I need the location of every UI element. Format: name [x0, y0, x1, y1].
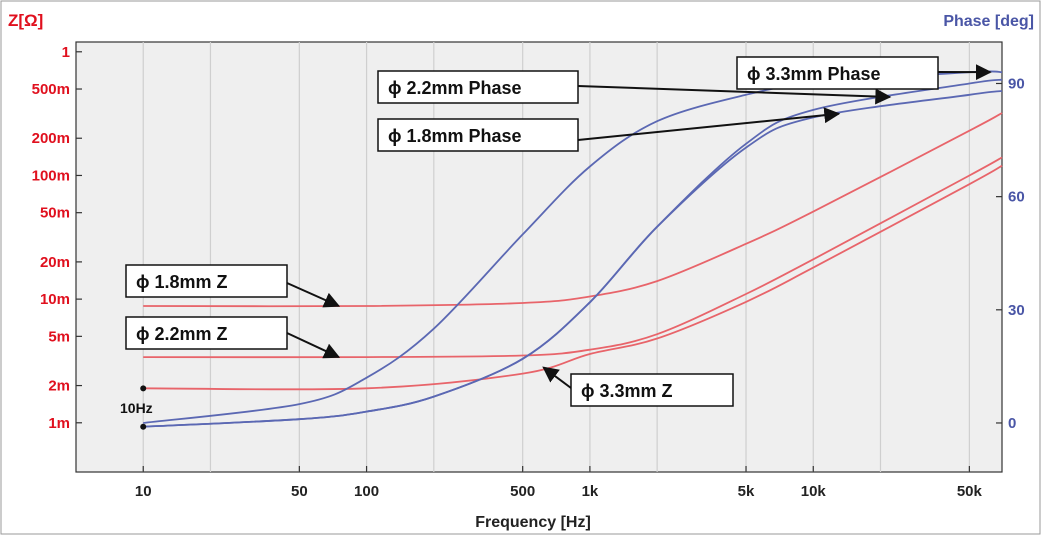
start-marker-dot — [140, 385, 147, 392]
callout-arrow — [577, 107, 841, 141]
left-tick-label: 10m — [40, 291, 70, 308]
x-tick-label: 100 — [354, 483, 379, 500]
x-tick-label: 50 — [291, 483, 308, 500]
callout-arrow — [577, 85, 892, 105]
x-tick-label: 500 — [510, 483, 535, 500]
start-marker-label: 10Hz — [120, 400, 153, 416]
series-line-phi-3-3mm-z — [143, 164, 1003, 391]
series-layer — [143, 70, 1003, 428]
callout-label: ϕ 1.8mm Z — [136, 272, 228, 292]
callouts-layer: ϕ 2.2mm Phase ϕ 1.8mm Phase ϕ 3.3mm Phase ϕ… — [125, 56, 992, 407]
series-line-phi-1-8mm-z — [143, 112, 1003, 308]
right-axis-title: Phase [deg] — [943, 13, 1034, 30]
left-tick-label: 2m — [48, 378, 70, 395]
x-tick-label: 10k — [801, 483, 827, 500]
left-tick-label: 5m — [48, 328, 70, 345]
left-tick-label: 20m — [40, 254, 70, 271]
left-axis-title: Z[Ω] — [8, 11, 43, 30]
callout-box — [377, 70, 579, 104]
left-tick-label: 50m — [40, 205, 70, 222]
callout-label: ϕ 3.3mm Phase — [747, 64, 881, 84]
callout-box — [377, 118, 579, 152]
callout-arrow — [286, 332, 341, 359]
left-tick-label: 1m — [48, 415, 70, 432]
left-tick-label: 500m — [32, 81, 70, 98]
plot-area — [75, 41, 1003, 473]
right-tick-label: 30 — [1008, 302, 1025, 319]
x-tick-label: 50k — [957, 483, 983, 500]
callout-label: ϕ 2.2mm Z — [136, 324, 228, 344]
axes-layer: 1 500m 200m 100m 50m 20m 10m 5m 2m 1m 0 30 60 90 10 50 1… — [32, 44, 1025, 500]
x-tick-label: 10 — [135, 483, 152, 500]
overlay-layer — [140, 385, 147, 430]
callout-arrow — [542, 366, 572, 389]
callout-box — [570, 373, 734, 407]
left-tick-label: 100m — [32, 167, 70, 184]
left-tick-label: 1 — [62, 44, 70, 61]
series-line-phi-2-2mm-z — [143, 156, 1003, 359]
callout-label: ϕ 1.8mm Phase — [388, 126, 522, 146]
start-marker-dot — [140, 423, 147, 430]
right-tick-label: 0 — [1008, 415, 1016, 432]
callout-box — [125, 316, 288, 350]
callout-box — [125, 264, 288, 298]
callout-label: ϕ 3.3mm Z — [581, 381, 673, 401]
right-tick-label: 90 — [1008, 75, 1025, 92]
series-line-phi-2-2mm-phase — [143, 78, 1003, 428]
x-tick-label: 5k — [738, 483, 755, 500]
callout-arrow — [286, 282, 341, 308]
x-axis-title: Frequency [Hz] — [475, 514, 591, 531]
right-tick-label: 60 — [1008, 189, 1025, 206]
left-tick-label: 200m — [32, 130, 70, 147]
callout-label: ϕ 2.2mm Phase — [388, 78, 522, 98]
x-tick-label: 1k — [582, 483, 599, 500]
callout-box — [736, 56, 939, 90]
